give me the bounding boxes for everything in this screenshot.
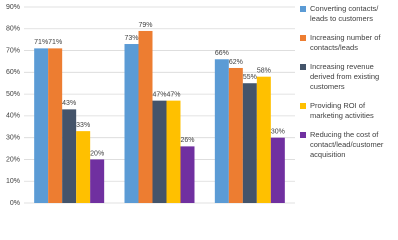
y-tick-label: 60%	[6, 69, 20, 76]
data-label: 55%	[243, 74, 257, 81]
data-label: 47%	[152, 91, 166, 98]
y-tick-label: 50%	[6, 91, 20, 98]
y-tick-label: 80%	[6, 26, 20, 33]
data-label: 20%	[90, 150, 104, 157]
data-label: 79%	[138, 22, 152, 29]
data-label: 43%	[62, 100, 76, 107]
y-tick-label: 40%	[6, 113, 20, 120]
y-tick-label: 90%	[6, 4, 20, 11]
legend-swatch	[300, 64, 306, 70]
legend-swatch	[300, 35, 306, 41]
y-tick-label: 70%	[6, 47, 20, 54]
bar	[62, 109, 77, 203]
legend-entry: Increasing revenue derived from existing…	[300, 62, 396, 92]
bar	[138, 30, 153, 204]
bar	[270, 137, 285, 203]
bar	[124, 44, 139, 204]
legend-entry: Reducing the cost of contact/lead/custom…	[300, 130, 396, 160]
legend-entry: Providing ROI of marketing activities	[300, 101, 396, 121]
data-label: 71%	[34, 39, 48, 46]
y-tick-label: 20%	[6, 156, 20, 163]
data-label: 62%	[229, 59, 243, 66]
bar	[180, 146, 195, 203]
data-label: 33%	[76, 122, 90, 129]
legend: Converting contacts/ leads to customers I…	[300, 4, 396, 160]
legend-label: Increasing number of contacts/leads	[310, 33, 381, 52]
bar	[214, 59, 229, 204]
legend-swatch	[300, 6, 306, 12]
y-tick-label: 10%	[6, 178, 20, 185]
legend-swatch	[300, 132, 306, 138]
data-label: 73%	[124, 35, 138, 42]
bar	[152, 100, 167, 203]
y-tick-label: 0%	[10, 200, 20, 207]
bar	[256, 76, 271, 203]
data-label: 26%	[180, 137, 194, 144]
chart: 0% 10% 20% 30% 40% 50% 60% 70% 80% 90% 71% 71% 43% 33…	[6, 4, 295, 207]
bar	[242, 83, 257, 203]
data-label: 58%	[257, 68, 271, 75]
bar	[76, 131, 91, 203]
bar	[34, 48, 49, 203]
legend-swatch	[300, 103, 306, 109]
chart-container: 0% 10% 20% 30% 40% 50% 60% 70% 80% 90% 71% 71% 43% 33…	[6, 4, 396, 207]
legend-label: Providing ROI of marketing activities	[310, 101, 374, 120]
legend-entry: Increasing number of contacts/leads	[300, 33, 396, 53]
data-label: 47%	[166, 91, 180, 98]
data-label: 30%	[271, 129, 285, 136]
bar	[228, 67, 243, 203]
legend-entry: Converting contacts/ leads to customers	[300, 4, 396, 24]
data-label: 66%	[215, 50, 229, 57]
bar	[166, 100, 181, 203]
legend-label: Reducing the cost of contact/lead/custom…	[310, 130, 384, 159]
y-tick-label: 30%	[6, 135, 20, 142]
legend-label: Increasing revenue derived from existing…	[310, 62, 380, 91]
bar	[90, 159, 105, 203]
data-label: 71%	[48, 39, 62, 46]
bar	[48, 48, 63, 203]
legend-label: Converting contacts/ leads to customers	[310, 4, 379, 23]
